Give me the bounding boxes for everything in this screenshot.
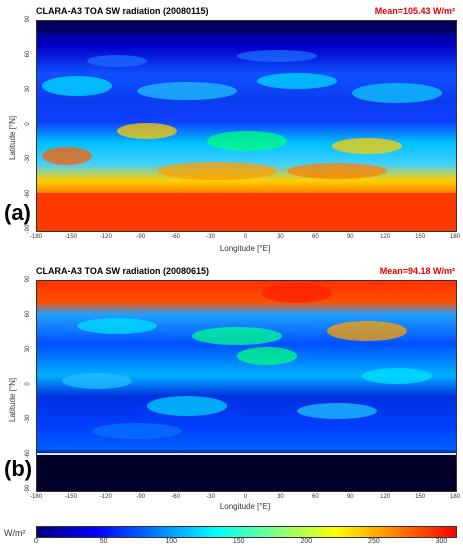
panel-b-xtick: 120 — [380, 494, 391, 500]
panel-b-title: CLARA-A3 TOA SW radiation (20080615) — [36, 266, 210, 276]
panel-a-xtick: 30 — [277, 234, 284, 240]
panel-b-xtick: 0 — [243, 494, 248, 500]
colorbar-label: W/m² — [4, 528, 26, 538]
panel-b-xtick: -60 — [171, 494, 180, 500]
panel-a: CLARA-A3 TOA SW radiation (20080115) Mea… — [0, 0, 463, 262]
panel-b-ytick: 60 — [25, 310, 31, 318]
panel-b-ytick: -60 — [25, 449, 31, 459]
panel-b-ytick: -30 — [25, 414, 31, 424]
panel-a-xtick: -90 — [136, 234, 146, 240]
panel-a-ylabel: Latitude [°N] — [8, 115, 17, 160]
colorbar-tick: 0 — [34, 538, 38, 545]
panel-a-xtick: 180 — [449, 234, 460, 240]
colorbar-tick: 250 — [368, 538, 380, 545]
panel-a-xtick: 60 — [311, 234, 319, 240]
panel-a-field — [37, 21, 456, 231]
panel-a-xtick: 90 — [346, 234, 354, 240]
panel-b-xtick: 60 — [311, 494, 319, 500]
colorbar — [36, 526, 457, 538]
panel-a-letter: (a) — [4, 200, 31, 225]
panel-b-map — [36, 280, 457, 492]
panel-b-xtick: 150 — [415, 494, 426, 500]
panel-a-xtick: -150 — [64, 234, 77, 240]
panel-b-ylabel: Latitude [°N] — [8, 377, 17, 422]
panel-a-ytick: -30 — [25, 154, 31, 164]
colorbar-tick: 50 — [99, 538, 108, 545]
panel-a-clouds — [42, 50, 442, 180]
panel-a-xtick: -180 — [29, 234, 42, 240]
panel-a-map — [36, 20, 457, 232]
panel-b-xtick: -30 — [206, 494, 215, 500]
panel-a-xtick: 120 — [380, 234, 391, 240]
panel-b-xlabel: Longitude [°E] — [219, 502, 271, 511]
panel-b-field — [37, 281, 456, 491]
panel-b-xtick: 180 — [449, 494, 460, 500]
panel-b: CLARA-A3 TOA SW radiation (20080615) Mea… — [0, 262, 463, 520]
panel-b-xtick: 90 — [346, 494, 354, 500]
panel-a-ytick: 60 — [25, 50, 31, 58]
panel-b-clouds — [62, 283, 432, 439]
panel-b-ytick: 30 — [25, 345, 31, 353]
colorbar-tick: 200 — [300, 538, 313, 545]
panel-a-xlabel: Longitude [°E] — [219, 244, 271, 253]
colorbar-tick: 150 — [232, 538, 245, 545]
panel-a-ytick: -60 — [25, 189, 31, 199]
panel-a-title: CLARA-A3 TOA SW radiation (20080115) — [36, 6, 209, 16]
panel-a-ytick: 30 — [25, 85, 31, 93]
panel-b-letter: (b) — [4, 456, 33, 481]
panel-b-xtick: -150 — [64, 494, 77, 500]
colorbar-tick: 100 — [165, 538, 177, 545]
panel-b-ytick: 0 — [25, 382, 31, 386]
panel-a-xtick: 0 — [243, 234, 248, 240]
panel-a-xtick: -60 — [171, 234, 180, 240]
panel-b-xtick: -180 — [29, 494, 42, 500]
panel-a-ytick: 0 — [25, 122, 31, 126]
panel-b-ytick: 90 — [25, 275, 31, 283]
panel-a-xtick: 150 — [415, 234, 426, 240]
panel-b-xtick: 30 — [277, 494, 284, 500]
panel-b-mean: Mean=94.18 W/m² — [379, 266, 455, 276]
panel-a-mean: Mean=105.43 W/m² — [374, 6, 455, 16]
panel-b-xtick: -120 — [99, 494, 112, 500]
panel-a-xtick: -120 — [99, 234, 112, 240]
colorbar-tick: 300 — [435, 538, 448, 545]
panel-b-xtick: -90 — [136, 494, 146, 500]
panel-a-xtick: -30 — [206, 234, 215, 240]
panel-a-ytick: 90 — [25, 15, 31, 23]
